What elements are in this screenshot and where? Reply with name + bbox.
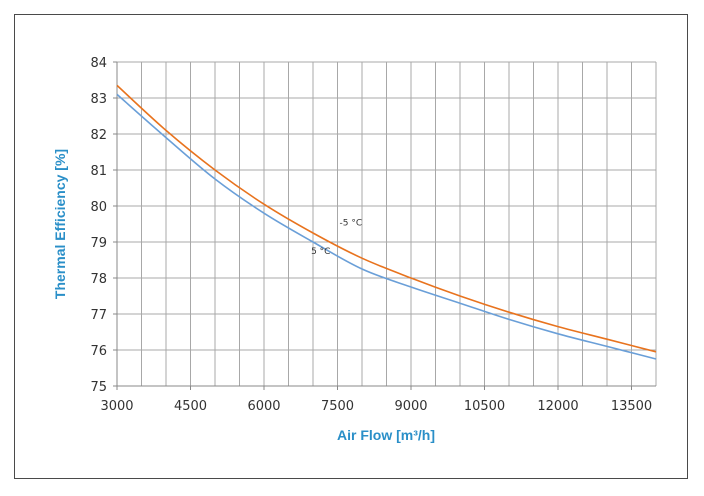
- x-tick-label: 10500: [464, 399, 505, 414]
- chart-frame: [14, 14, 688, 479]
- x-tick-label: 7500: [321, 399, 354, 414]
- x-tick-label: 9000: [394, 399, 427, 414]
- y-tick-label: 77: [90, 308, 107, 323]
- y-tick-label: 83: [90, 92, 107, 107]
- x-tick-label: 3000: [100, 399, 133, 414]
- y-tick-label: 78: [90, 272, 107, 287]
- series-label: 5 °C: [311, 247, 330, 257]
- series-lines: [116, 84, 657, 360]
- x-axis-title: Air Flow [m³/h]: [337, 427, 435, 443]
- y-axis-title: Thermal Efficiency [%]: [52, 149, 68, 299]
- x-axis-ticks: 3000 4500 6000 7500 9000 10500 12000 13500: [100, 386, 652, 414]
- y-tick-label: 82: [90, 128, 107, 143]
- x-tick-label: 4500: [174, 399, 207, 414]
- y-tick-label: 76: [90, 344, 107, 359]
- y-tick-label: 81: [90, 164, 107, 179]
- series-line-minus5c: [116, 84, 657, 353]
- gridlines: [116, 61, 657, 387]
- y-tick-label: 75: [90, 380, 107, 395]
- y-tick-label: 84: [90, 56, 107, 71]
- y-tick-label: 79: [90, 236, 107, 251]
- series-label: -5 °C: [340, 219, 363, 229]
- x-tick-label: 13500: [611, 399, 652, 414]
- series-line-plus5c: [116, 93, 657, 360]
- y-axis-ticks: 75 76 77 78 79 80 81 82 83 84: [90, 56, 117, 395]
- x-tick-label: 6000: [247, 399, 280, 414]
- x-tick-label: 12000: [537, 399, 578, 414]
- y-tick-label: 80: [90, 200, 107, 215]
- series-labels: -5 °C 5 °C: [311, 219, 362, 257]
